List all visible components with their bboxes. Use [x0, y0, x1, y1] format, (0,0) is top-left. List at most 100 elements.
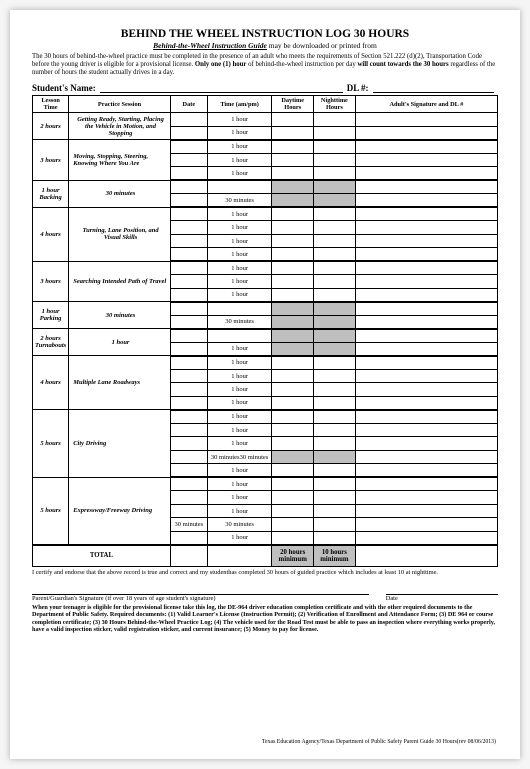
sig-cell[interactable] [355, 275, 497, 289]
date-cell[interactable] [170, 167, 207, 181]
time-cell[interactable]: 30 minutes30 minutes [207, 450, 272, 464]
day-cell[interactable] [272, 477, 314, 491]
date-cell[interactable] [170, 275, 207, 289]
date-cell[interactable] [170, 369, 207, 383]
date-cell[interactable] [170, 396, 207, 410]
night-cell[interactable] [314, 315, 356, 329]
sig-cell[interactable] [355, 342, 497, 356]
time-cell[interactable]: 1 hour [207, 531, 272, 545]
sig-cell[interactable] [355, 180, 497, 194]
date-cell[interactable] [170, 194, 207, 208]
date-cell[interactable] [170, 180, 207, 194]
day-cell[interactable] [272, 153, 314, 167]
night-cell[interactable] [314, 248, 356, 262]
sig-cell[interactable] [355, 518, 497, 532]
time-cell[interactable]: 1 hour [207, 153, 272, 167]
day-cell[interactable] [272, 221, 314, 235]
day-cell[interactable] [272, 180, 314, 194]
night-cell[interactable] [314, 288, 356, 302]
day-cell[interactable] [272, 518, 314, 532]
time-cell[interactable]: 1 hour [207, 342, 272, 356]
time-cell[interactable]: 1 hour [207, 126, 272, 140]
sig-cell[interactable] [355, 126, 497, 140]
time-cell[interactable]: 1 hour [207, 437, 272, 451]
sig-cell[interactable] [355, 167, 497, 181]
time-cell[interactable] [207, 329, 272, 343]
day-cell[interactable] [272, 356, 314, 370]
date-cell[interactable] [170, 261, 207, 275]
day-cell[interactable] [272, 369, 314, 383]
time-cell[interactable]: 1 hour [207, 275, 272, 289]
day-cell[interactable] [272, 423, 314, 437]
time-cell[interactable]: 30 minutes [207, 194, 272, 208]
date-cell[interactable] [170, 477, 207, 491]
night-cell[interactable] [314, 221, 356, 235]
sig-cell[interactable] [355, 450, 497, 464]
sig-cell[interactable] [355, 248, 497, 262]
sig-cell[interactable] [355, 356, 497, 370]
night-cell[interactable] [314, 518, 356, 532]
night-cell[interactable] [314, 531, 356, 545]
day-cell[interactable] [272, 437, 314, 451]
time-cell[interactable]: 1 hour [207, 288, 272, 302]
time-cell[interactable]: 1 hour [207, 356, 272, 370]
sig-cell[interactable] [355, 423, 497, 437]
sig-cell[interactable] [355, 261, 497, 275]
time-cell[interactable]: 1 hour [207, 234, 272, 248]
day-cell[interactable] [272, 464, 314, 478]
night-cell[interactable] [314, 504, 356, 518]
night-cell[interactable] [314, 167, 356, 181]
sig-cell[interactable] [355, 464, 497, 478]
night-cell[interactable] [314, 396, 356, 410]
time-cell[interactable]: 1 hour [207, 504, 272, 518]
day-cell[interactable] [272, 140, 314, 154]
time-cell[interactable]: 1 hour [207, 369, 272, 383]
sig-cell[interactable] [355, 153, 497, 167]
night-cell[interactable] [314, 234, 356, 248]
date-cell[interactable] [170, 302, 207, 316]
day-cell[interactable] [272, 383, 314, 397]
sig-cell[interactable] [355, 221, 497, 235]
date-cell[interactable] [170, 207, 207, 221]
night-cell[interactable] [314, 437, 356, 451]
day-cell[interactable] [272, 234, 314, 248]
time-cell[interactable]: 1 hour [207, 423, 272, 437]
date-cell[interactable] [170, 126, 207, 140]
name-blank[interactable] [100, 83, 343, 93]
time-cell[interactable]: 1 hour [207, 464, 272, 478]
date-cell[interactable] [170, 383, 207, 397]
time-cell[interactable]: 1 hour [207, 167, 272, 181]
date-cell[interactable] [170, 288, 207, 302]
time-cell[interactable]: 1 hour [207, 207, 272, 221]
date-cell[interactable] [170, 234, 207, 248]
sig-cell[interactable] [355, 234, 497, 248]
time-cell[interactable]: 1 hour [207, 410, 272, 424]
sig-cell[interactable] [355, 207, 497, 221]
day-cell[interactable] [272, 450, 314, 464]
date-cell[interactable] [170, 450, 207, 464]
day-cell[interactable] [272, 531, 314, 545]
night-cell[interactable] [314, 153, 356, 167]
date-cell[interactable] [170, 410, 207, 424]
time-cell[interactable] [207, 302, 272, 316]
day-cell[interactable] [272, 315, 314, 329]
date-cell[interactable] [170, 464, 207, 478]
date-cell[interactable] [170, 113, 207, 127]
time-cell[interactable]: 1 hour [207, 248, 272, 262]
sig-cell[interactable] [355, 140, 497, 154]
night-cell[interactable] [314, 410, 356, 424]
date-cell[interactable]: 30 minutes [170, 518, 207, 532]
day-cell[interactable] [272, 126, 314, 140]
night-cell[interactable] [314, 464, 356, 478]
day-cell[interactable] [272, 342, 314, 356]
day-cell[interactable] [272, 261, 314, 275]
night-cell[interactable] [314, 140, 356, 154]
sig-cell[interactable] [355, 504, 497, 518]
night-cell[interactable] [314, 275, 356, 289]
day-cell[interactable] [272, 207, 314, 221]
day-cell[interactable] [272, 491, 314, 505]
night-cell[interactable] [314, 491, 356, 505]
sig-cell[interactable] [355, 369, 497, 383]
date-cell[interactable] [170, 356, 207, 370]
night-cell[interactable] [314, 207, 356, 221]
